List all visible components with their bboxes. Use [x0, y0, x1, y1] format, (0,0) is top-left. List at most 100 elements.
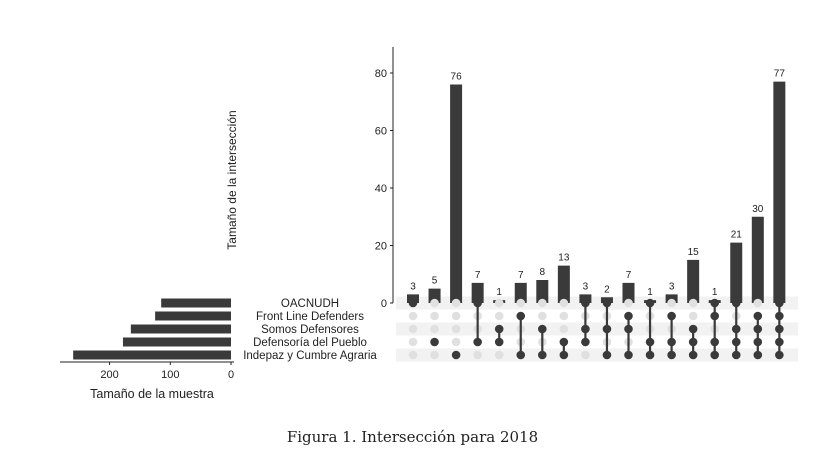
matrix-dot-filled — [710, 337, 719, 347]
bar-value-label: 1 — [647, 287, 653, 298]
bar-value-label: 7 — [518, 270, 524, 281]
matrix-dot-empty — [408, 324, 418, 334]
matrix-dot-empty — [538, 298, 547, 308]
matrix-dot-filled — [602, 350, 612, 360]
matrix-dot-filled — [775, 324, 784, 334]
intersection-bar — [450, 84, 463, 303]
set-size-axis-title: Tamaño de la muestra — [90, 387, 214, 401]
matrix-dot-filled — [624, 350, 633, 360]
y-tick-label: 80 — [375, 68, 387, 80]
matrix-dot-filled — [775, 298, 784, 308]
matrix-dot-filled — [494, 337, 504, 347]
set-size-tick-label: 0 — [228, 369, 234, 381]
matrix-dot-filled — [516, 350, 526, 360]
matrix-dot-filled — [688, 350, 698, 360]
matrix-dot-filled — [602, 298, 612, 308]
set-size-bar — [122, 337, 231, 347]
matrix-dot-filled — [559, 337, 569, 347]
matrix-dot-filled — [731, 337, 741, 347]
set-size-bar — [161, 298, 231, 308]
y-axis-title: Tamaño de la intersección — [225, 110, 239, 249]
matrix-dot-filled — [430, 337, 439, 347]
matrix-dot-empty — [430, 298, 439, 308]
bar-value-label: 7 — [626, 270, 632, 281]
matrix-dot-filled — [516, 311, 526, 321]
matrix-dot-empty — [430, 350, 439, 360]
matrix-dot-filled — [473, 337, 482, 347]
matrix-dot-filled — [688, 337, 698, 347]
bar-value-label: 76 — [451, 72, 463, 83]
intersection-bar — [471, 282, 484, 303]
y-tick-label: 40 — [375, 183, 387, 195]
y-tick-label: 0 — [381, 298, 387, 310]
set-label: Front Line Defenders — [256, 311, 364, 323]
matrix-dot-filled — [731, 324, 741, 334]
matrix-dot-filled — [581, 298, 590, 308]
matrix-dot-filled — [538, 350, 547, 360]
matrix-dot-filled — [645, 350, 655, 360]
matrix-dot-empty — [753, 298, 763, 308]
set-label: Somos Defensores — [261, 324, 359, 336]
matrix-dot-empty — [451, 311, 461, 321]
matrix-dot-filled — [753, 324, 763, 334]
set-size-tick-label: 200 — [100, 369, 118, 381]
matrix-dot-empty — [494, 298, 504, 308]
matrix-dot-empty — [451, 298, 461, 308]
matrix-dot-filled — [602, 324, 612, 334]
matrix-dot-filled — [645, 337, 655, 347]
intersection-bar — [557, 265, 570, 303]
matrix-dot-filled — [538, 324, 547, 334]
matrix-dot-filled — [645, 298, 655, 308]
bar-value-label: 3 — [410, 281, 416, 292]
matrix-dot-filled — [667, 337, 676, 347]
matrix-dot-empty — [408, 350, 418, 360]
matrix-dot-filled — [408, 298, 418, 308]
intersection-bar — [751, 216, 764, 303]
matrix-dot-empty — [559, 324, 569, 334]
matrix-dot-filled — [667, 311, 676, 321]
intersection-bar — [407, 294, 419, 303]
bar-value-label: 77 — [774, 69, 786, 80]
matrix-dot-filled — [688, 324, 698, 334]
intersection-bar — [773, 81, 786, 303]
y-tick-label: 20 — [375, 241, 387, 253]
bar-value-label: 21 — [731, 230, 743, 241]
set-label: OACNUDH — [281, 298, 339, 310]
matrix-dot-empty — [430, 311, 439, 321]
matrix-dot-empty — [667, 298, 676, 308]
matrix-dot-filled — [581, 324, 590, 334]
matrix-dot-filled — [473, 298, 482, 308]
matrix-dot-empty — [559, 298, 569, 308]
matrix-dot-empty — [451, 324, 461, 334]
bar-value-label: 30 — [752, 204, 764, 215]
matrix-dot-empty — [688, 311, 698, 321]
matrix-dot-filled — [710, 350, 719, 360]
matrix-dot-filled — [710, 311, 719, 321]
bar-value-label: 3 — [669, 281, 675, 292]
matrix-dot-filled — [624, 311, 633, 321]
matrix-dot-empty — [494, 311, 504, 321]
matrix-dot-filled — [559, 350, 569, 360]
set-size-tick-label: 100 — [161, 369, 179, 381]
bar-value-label: 1 — [496, 287, 502, 298]
set-size-bar — [130, 324, 231, 334]
matrix-dot-empty — [408, 337, 418, 347]
y-tick-label: 60 — [375, 126, 387, 138]
matrix-dot-empty — [624, 298, 633, 308]
bar-value-label: 1 — [712, 287, 718, 298]
set-size-bar — [73, 350, 232, 360]
set-label: Indepaz y Cumbre Agraria — [243, 350, 377, 362]
matrix-dot-empty — [473, 350, 482, 360]
matrix-dot-empty — [451, 337, 461, 347]
intersection-bar — [730, 242, 743, 303]
intersection-bar — [536, 280, 549, 303]
matrix-dot-filled — [731, 350, 741, 360]
bar-value-label: 8 — [540, 267, 546, 278]
matrix-dot-empty — [688, 298, 698, 308]
matrix-dot-empty — [538, 311, 547, 321]
matrix-dot-filled — [753, 350, 763, 360]
matrix-dot-filled — [775, 311, 784, 321]
matrix-dot-filled — [451, 350, 461, 360]
matrix-dot-filled — [775, 350, 784, 360]
